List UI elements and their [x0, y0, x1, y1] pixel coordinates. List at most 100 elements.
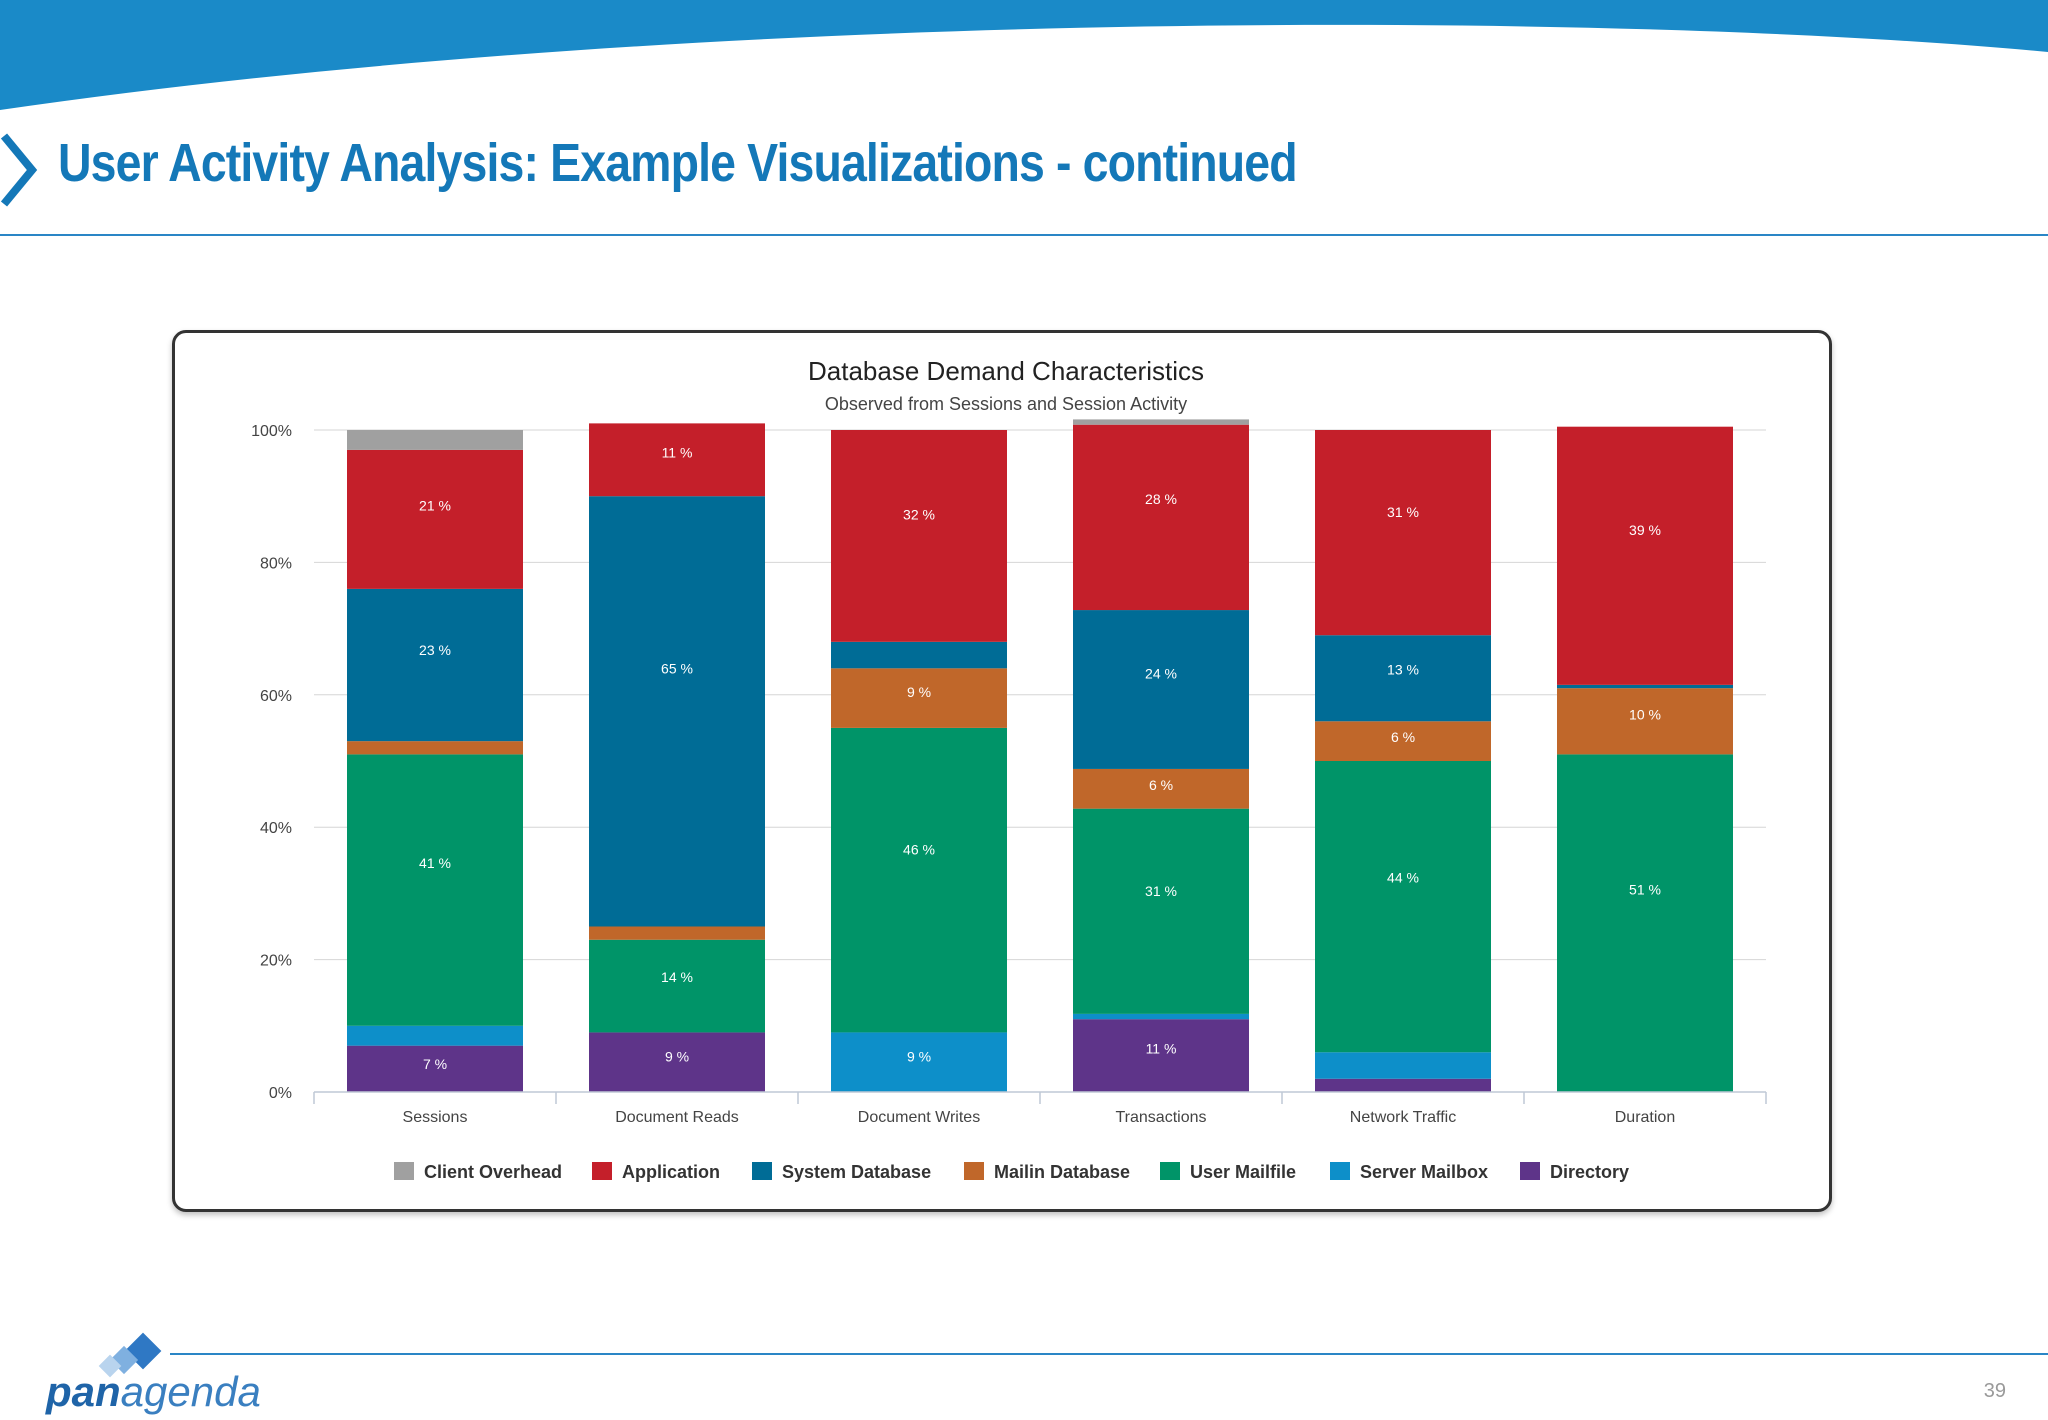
data-label: 24 %	[1145, 666, 1177, 682]
bar-segment-mailin-database	[589, 926, 765, 940]
data-label: 31 %	[1145, 883, 1177, 899]
bar-segment-system-database	[831, 641, 1007, 669]
bar-segment-application	[589, 423, 765, 497]
bar-segment-directory	[589, 1032, 765, 1092]
legend-label[interactable]: User Mailfile	[1190, 1162, 1296, 1182]
data-label: 9 %	[907, 684, 931, 700]
legend-label[interactable]: System Database	[782, 1162, 931, 1182]
data-label: 7 %	[423, 1056, 447, 1072]
legend-label[interactable]: Mailin Database	[994, 1162, 1130, 1182]
x-tick-label: Duration	[1615, 1109, 1675, 1126]
x-tick-label: Document Writes	[858, 1109, 980, 1126]
legend-swatch	[964, 1162, 984, 1180]
bar-segment-user-mailfile	[347, 754, 523, 1026]
chevron-right-icon	[0, 133, 38, 207]
panagenda-logo	[98, 1332, 162, 1378]
page-number: 39	[1983, 1380, 2006, 1402]
footer-divider	[170, 1353, 2048, 1355]
legend-label[interactable]: Directory	[1550, 1162, 1629, 1182]
bar-segment-application	[1557, 426, 1733, 685]
legend: Client Overhead Application System Databas…	[394, 1162, 1629, 1182]
bar-segment-system-database	[589, 496, 765, 927]
bar-segment-application	[347, 449, 523, 589]
legend-label[interactable]: Application	[622, 1162, 720, 1182]
bar-segment-user-mailfile	[1315, 761, 1491, 1053]
data-label: 28 %	[1145, 491, 1177, 507]
bar-segment-application	[831, 430, 1007, 642]
legend-swatch	[1330, 1162, 1350, 1180]
bar-segment-directory	[347, 1045, 523, 1092]
data-label: 46 %	[903, 842, 935, 858]
y-tick-label: 80%	[260, 555, 292, 572]
bar-segment-client-overhead	[1073, 419, 1249, 425]
data-label: 23 %	[419, 642, 451, 658]
data-label: 11 %	[662, 445, 693, 461]
y-tick-label: 100%	[251, 423, 292, 440]
bar-segment-application	[1315, 430, 1491, 636]
bar-segment-server-mailbox	[1315, 1052, 1491, 1079]
legend-swatch	[1520, 1162, 1540, 1180]
gridlines	[314, 429, 1766, 1093]
y-tick-label: 20%	[260, 953, 292, 970]
bar-segment-user-mailfile	[589, 939, 765, 1033]
bar-segment-mailin-database	[1315, 721, 1491, 761]
legend-label[interactable]: Server Mailbox	[1360, 1162, 1488, 1182]
chart-title: Database Demand Characteristics	[808, 356, 1204, 386]
chart-subtitle: Observed from Sessions and Session Activ…	[825, 394, 1187, 414]
data-label: 14 %	[661, 969, 693, 985]
bar-segment-directory	[1315, 1078, 1491, 1092]
bar-segment-mailin-database	[347, 741, 523, 755]
data-label: 10 %	[1629, 707, 1661, 723]
data-label: 51 %	[1629, 881, 1661, 897]
logo-text-bold: pan	[46, 1368, 121, 1415]
data-label: 6 %	[1391, 729, 1415, 745]
x-tick-label: Network Traffic	[1350, 1109, 1456, 1126]
data-label: 41 %	[419, 855, 451, 871]
bar-segment-system-database	[347, 588, 523, 742]
bar-segment-directory	[1073, 1019, 1249, 1092]
bar-segment-server-mailbox	[1073, 1013, 1249, 1020]
data-labels: 7 % 9 % 11 % 9 % 41 % 14 % 46 % 31 % 44 % 51 % 9 %…	[419, 445, 1661, 1073]
logo-text-thin: agenda	[120, 1368, 261, 1415]
data-label: 9 %	[907, 1048, 931, 1064]
bar-segment-user-mailfile	[1557, 754, 1733, 1092]
y-tick-label: 60%	[260, 688, 292, 705]
bar-segment-mailin-database	[1557, 688, 1733, 755]
bar-segment-system-database	[1557, 684, 1733, 689]
bar-segment-mailin-database	[831, 668, 1007, 728]
top-banner	[0, 0, 2048, 110]
bar-segment-server-mailbox	[831, 1032, 1007, 1092]
x-tick-label: Transactions	[1116, 1109, 1207, 1126]
data-label: 65 %	[661, 660, 693, 676]
axes: 0% 20% 40% 60% 80% 100% Sessions Document Reads…	[251, 423, 1767, 1126]
bar-segment-system-database	[1073, 610, 1249, 769]
data-label: 13 %	[1387, 662, 1419, 678]
data-label: 39 %	[1629, 522, 1661, 538]
data-label: 9 %	[665, 1048, 689, 1064]
data-label: 21 %	[419, 497, 451, 513]
data-label: 32 %	[903, 507, 935, 523]
y-tick-label: 0%	[269, 1085, 292, 1102]
y-tick-label: 40%	[260, 820, 292, 837]
data-label: 11 %	[1146, 1040, 1177, 1056]
bar-segment-application	[1073, 424, 1249, 611]
data-label: 6 %	[1149, 777, 1173, 793]
bar-segment-user-mailfile	[831, 727, 1007, 1033]
bar-segment-server-mailbox	[347, 1025, 523, 1046]
legend-swatch	[752, 1162, 772, 1180]
title-divider	[0, 234, 2048, 236]
data-label: 44 %	[1387, 870, 1419, 886]
data-label: 31 %	[1387, 504, 1419, 520]
bar-segment-user-mailfile	[1073, 808, 1249, 1014]
slide-title: User Activity Analysis: Example Visualiz…	[58, 133, 1298, 193]
x-tick-label: Document Reads	[615, 1109, 739, 1126]
bar-segment-mailin-database	[1073, 768, 1249, 809]
bar-segment-system-database	[1315, 635, 1491, 722]
legend-swatch	[592, 1162, 612, 1180]
x-tick-label: Sessions	[403, 1109, 468, 1126]
legend-swatch	[1160, 1162, 1180, 1180]
legend-label[interactable]: Client Overhead	[424, 1162, 562, 1182]
bars	[347, 419, 1733, 1092]
bar-segment-client-overhead	[347, 430, 523, 450]
